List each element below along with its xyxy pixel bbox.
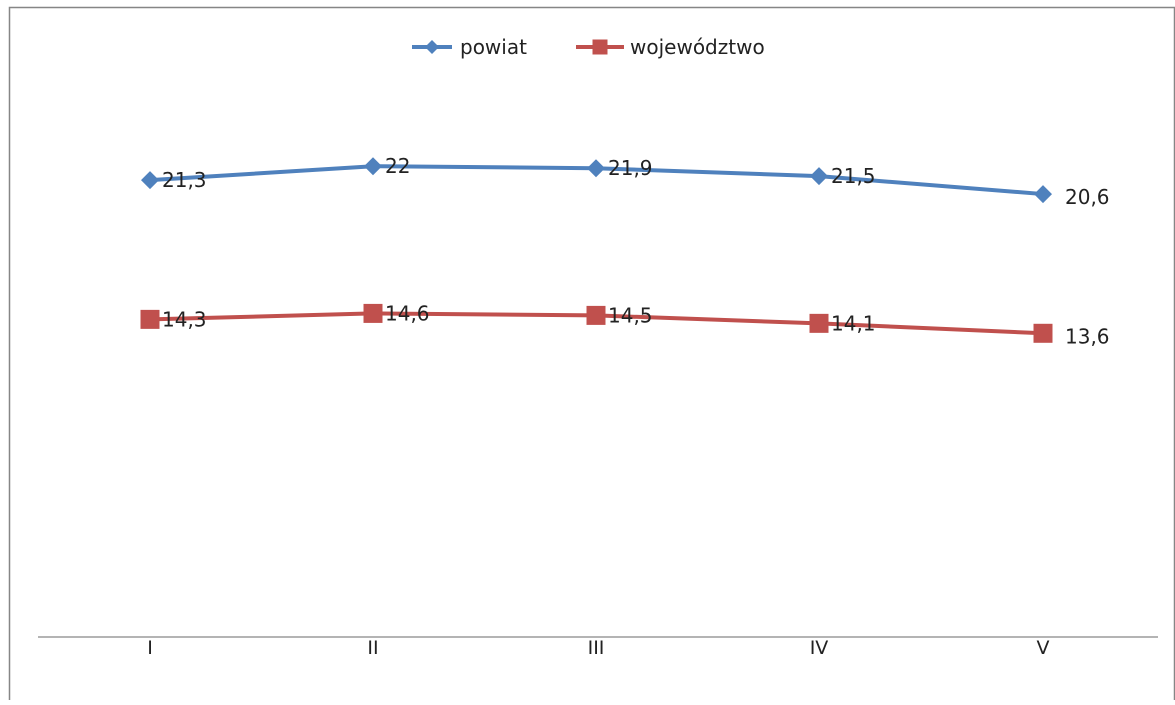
x-tick-label: II: [367, 637, 378, 659]
legend-marker: [425, 40, 439, 54]
chart-border: [8, 6, 1175, 705]
data-label: 21,3: [162, 168, 207, 192]
data-point: [810, 167, 828, 186]
legend-item: województwo: [576, 35, 765, 59]
data-label: 22: [385, 154, 410, 178]
caption-strip: [0, 0, 1175, 7]
data-label: 14,3: [162, 307, 207, 331]
data-label: 20,6: [1065, 185, 1110, 209]
data-point: [364, 157, 382, 176]
data-point: [141, 171, 159, 190]
data-label: 14,1: [831, 311, 876, 335]
data-label: 21,9: [608, 156, 653, 180]
data-label: 21,5: [831, 164, 876, 188]
x-tick-labels: I II III IV V: [147, 637, 1049, 659]
data-point: [140, 309, 160, 329]
series-powiat: [141, 157, 1052, 204]
legend-marker: [592, 39, 608, 55]
legend-label: powiat: [460, 35, 527, 59]
legend-label: województwo: [630, 35, 765, 59]
data-point: [363, 303, 383, 323]
data-point: [1034, 185, 1052, 204]
data-labels: 21,3 22 21,9 21,5 20,6 14,3 14,6 14,5 14,1 13,6: [162, 154, 1110, 348]
data-point: [809, 313, 829, 333]
x-tick-label: III: [588, 637, 605, 659]
legend: powiat województwo: [412, 35, 765, 59]
x-tick-label: V: [1037, 637, 1050, 659]
series-layer: [140, 157, 1053, 343]
x-tick-label: I: [147, 637, 153, 659]
data-label: 13,6: [1065, 324, 1110, 348]
x-tick-label: IV: [810, 637, 829, 659]
data-point: [587, 159, 605, 178]
data-point: [586, 305, 606, 325]
data-label: 14,5: [608, 303, 653, 327]
series-wojewodztwo: [140, 303, 1053, 343]
data-label: 14,6: [385, 301, 430, 325]
legend-item: powiat: [412, 35, 527, 59]
data-point: [1033, 323, 1053, 343]
